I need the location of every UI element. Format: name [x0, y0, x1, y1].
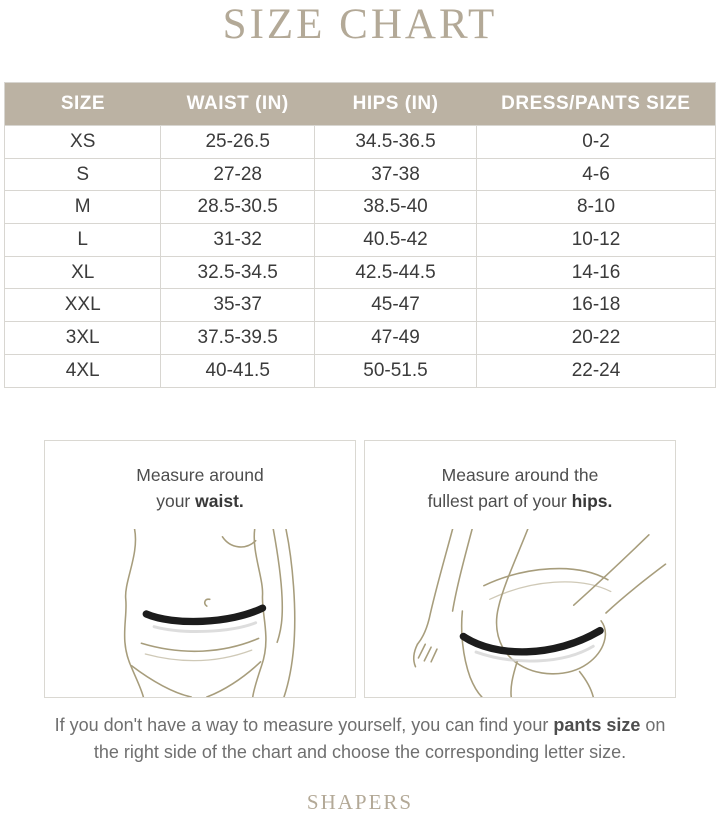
caption-line-1: Measure around the	[441, 464, 599, 485]
hips-caption: Measure around the fullest part of your …	[428, 462, 613, 514]
waist-instruction-card: Measure around your waist.	[44, 439, 356, 698]
caption-line-2: your	[156, 490, 196, 511]
table-row: XXL 35-37 45-47 16-18	[3, 288, 716, 323]
tape-shadow	[152, 620, 258, 633]
hips-cell: 47-49	[313, 321, 478, 355]
table-row: M 28.5-30.5 38.5-40 8-10	[3, 190, 716, 225]
waist-cell: 32.5-34.5	[160, 255, 315, 290]
footer-line-1-end: on	[640, 714, 666, 735]
table-header-row: SIZE WAIST (IN) HIPS (IN) DRESS/PANTS SI…	[4, 82, 716, 126]
hips-cell: 42.5-44.5	[313, 255, 478, 290]
table-row: XS 25-26.5 34.5-36.5 0-2	[3, 125, 716, 159]
footer-line-1: If you don't have a way to measure yours…	[54, 714, 554, 735]
table-row: XL 32.5-34.5 42.5-44.5 14-16	[3, 255, 716, 290]
col-header-hips: HIPS (IN)	[314, 82, 477, 126]
waist-cell: 40-41.5	[160, 353, 315, 388]
hips-cell: 38.5-40	[313, 190, 478, 225]
dress-cell: 8-10	[476, 190, 716, 225]
waist-cell: 31-32	[160, 223, 315, 257]
size-cell: XS	[3, 125, 162, 159]
waist-cell: 28.5-30.5	[160, 190, 315, 225]
size-cell: XL	[3, 255, 162, 290]
size-chart-page: SIZE CHART SIZE WAIST (IN) HIPS (IN) DRE…	[0, 3, 720, 815]
hips-measurement-illustration	[413, 528, 667, 697]
caption-line-2: fullest part of your	[427, 490, 572, 511]
table-row: S 27-28 37-38 4-6	[3, 157, 716, 192]
table-row: 4XL 40-41.5 50-51.5 22-24	[3, 353, 716, 388]
dress-cell: 0-2	[476, 125, 716, 159]
col-header-size: SIZE	[4, 82, 161, 126]
hips-cell: 50-51.5	[313, 353, 478, 388]
footer-note: If you don't have a way to measure yours…	[0, 712, 720, 766]
waist-cell: 27-28	[160, 157, 315, 192]
waist-cell: 35-37	[160, 288, 315, 323]
waist-cell: 25-26.5	[160, 125, 315, 159]
table-row: L 31-32 40.5-42 10-12	[3, 223, 716, 257]
dress-cell: 14-16	[476, 255, 716, 290]
waist-measurement-illustration	[123, 528, 296, 697]
col-header-dress-pants: DRESS/PANTS SIZE	[476, 82, 716, 126]
measuring-tape	[459, 626, 604, 656]
waist-cell: 37.5-39.5	[160, 321, 315, 355]
dress-cell: 22-24	[476, 353, 716, 388]
size-cell: 3XL	[3, 321, 162, 355]
footer-line-2: the right side of the chart and choose t…	[93, 741, 627, 762]
hips-cell: 37-38	[313, 157, 478, 192]
size-cell: L	[3, 223, 162, 257]
caption-bold-word: hips.	[571, 490, 613, 511]
size-cell: M	[3, 190, 162, 225]
size-cell: S	[3, 157, 162, 192]
hips-cell: 45-47	[313, 288, 478, 323]
dress-cell: 4-6	[476, 157, 716, 192]
size-cell: XXL	[3, 288, 162, 323]
footer-bold-phrase: pants size	[553, 714, 641, 735]
measuring-tape	[142, 603, 267, 625]
waist-caption: Measure around your waist.	[136, 462, 263, 514]
col-header-waist: WAIST (IN)	[160, 82, 315, 126]
hips-cell: 34.5-36.5	[313, 125, 478, 159]
caption-bold-word: waist.	[195, 490, 244, 511]
size-table: SIZE WAIST (IN) HIPS (IN) DRESS/PANTS SI…	[3, 82, 716, 388]
dress-cell: 16-18	[476, 288, 716, 323]
brand-logo: SHAPERS	[306, 789, 414, 814]
tape-shadow	[474, 644, 595, 662]
caption-line-1: Measure around	[136, 464, 264, 485]
dress-cell: 10-12	[476, 223, 716, 257]
table-row: 3XL 37.5-39.5 47-49 20-22	[3, 321, 716, 355]
hips-instruction-card: Measure around the fullest part of your …	[364, 439, 676, 698]
page-title: SIZE CHART	[222, 1, 498, 48]
dress-cell: 20-22	[476, 321, 716, 355]
size-cell: 4XL	[3, 353, 162, 388]
measurement-instruction-cards: Measure around your waist. Measure ar	[0, 439, 720, 698]
hips-cell: 40.5-42	[313, 223, 478, 257]
